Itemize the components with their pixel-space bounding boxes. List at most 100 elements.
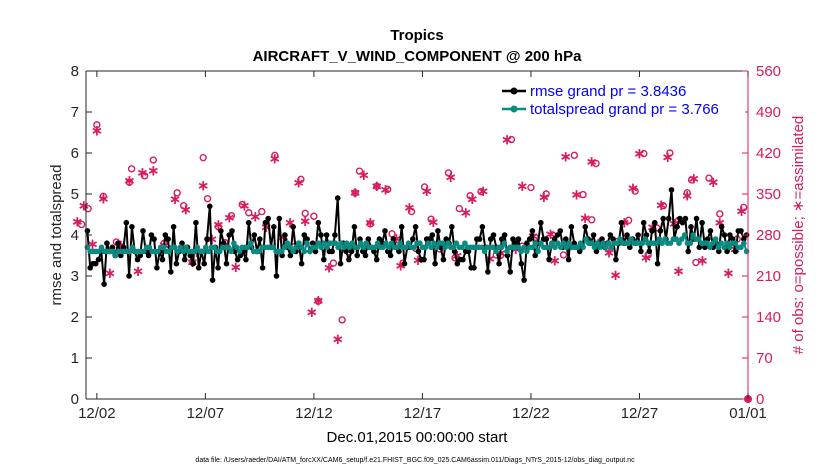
- obs-possible-point: [238, 200, 246, 209]
- rmse-point: [538, 219, 544, 226]
- totalspread-point: [146, 244, 153, 251]
- totalspread-point: [380, 244, 387, 251]
- obs-possible-point: [301, 209, 309, 218]
- totalspread-point: [743, 248, 750, 255]
- totalspread-point: [504, 248, 510, 255]
- totalspread-point: [346, 244, 353, 251]
- x-tick-label: 12/12: [295, 405, 333, 422]
- totalspread-point: [498, 244, 505, 251]
- totalspread-point: [191, 248, 198, 255]
- obs-possible-point: [314, 297, 322, 305]
- rmse-point: [707, 228, 714, 234]
- obs-possible-point: [310, 212, 318, 220]
- rmse-point: [682, 215, 689, 222]
- totalspread-point: [524, 248, 530, 255]
- totalspread-point: [405, 240, 412, 246]
- obs-possible-point: [420, 183, 429, 191]
- obs-assimilated-point: ∗: [672, 262, 685, 280]
- totalspread-point: [687, 240, 694, 246]
- obs-possible-point: [245, 209, 253, 217]
- rmse-point: [126, 273, 132, 279]
- rmse-point: [273, 273, 280, 279]
- totalspread-point: [501, 240, 508, 246]
- x-tick-label: 12/07: [187, 405, 225, 422]
- obs-possible-point: [77, 220, 86, 229]
- obs-possible-point: [559, 251, 568, 259]
- totalspread-point: [338, 240, 344, 246]
- rmse-point: [287, 252, 294, 259]
- obs-assimilated-point: ∗: [312, 291, 325, 309]
- obs-assimilated-point: ∗: [292, 174, 305, 192]
- rmse-point: [685, 248, 691, 255]
- obs-assimilated-point: ∗: [91, 122, 104, 140]
- totalspread-point: [738, 244, 744, 251]
- totalspread-point: [205, 248, 212, 255]
- rmse-point: [398, 224, 405, 230]
- rmse-point: [165, 236, 171, 242]
- rmse-point: [410, 236, 416, 242]
- obs-assimilated-point: ∗: [403, 198, 416, 216]
- rmse-point: [646, 248, 653, 255]
- rmse-point: [657, 228, 664, 234]
- obs-assimilated-point: ∗: [687, 170, 700, 188]
- rmse-point: [218, 228, 224, 234]
- rmse-point: [724, 248, 730, 255]
- chart-subtitle: AIRCRAFT_V_WIND_COMPONENT @ 200 hPa: [253, 48, 583, 65]
- totalspread-point: [321, 240, 327, 246]
- totalspread-point: [518, 248, 524, 255]
- rmse-point: [168, 269, 174, 275]
- totalspread-point: [580, 244, 586, 251]
- totalspread-point: [462, 240, 468, 246]
- obs-possible-point: [173, 189, 181, 197]
- totalspread-point: [560, 240, 567, 246]
- totalspread-point: [453, 240, 460, 246]
- rmse-point: [679, 219, 686, 226]
- obs-assimilated-point: ∗: [229, 258, 242, 276]
- obs-assimilated-point: ∗: [136, 164, 149, 182]
- rmse-point: [154, 265, 160, 271]
- totalspread-point: [225, 244, 232, 251]
- rmse-point: [435, 228, 441, 234]
- totalspread-point: [110, 248, 116, 255]
- obs-assimilated-point: ∗: [71, 212, 84, 230]
- rmse-point: [618, 219, 625, 226]
- obs-possible-point: [84, 204, 92, 213]
- totalspread-point: [600, 240, 606, 246]
- rmse-point: [276, 215, 283, 222]
- rmse-point: [170, 224, 177, 230]
- totalspread-point: [529, 244, 536, 251]
- totalspread-point: [417, 240, 423, 246]
- rmse-point: [660, 215, 666, 222]
- y-tick-label-left: 1: [71, 350, 79, 367]
- obs-assimilated-point: ∗: [501, 130, 514, 148]
- totalspread-point: [481, 248, 488, 255]
- totalspread-point: [290, 248, 296, 255]
- totalspread-point: [715, 244, 722, 251]
- totalspread-point: [673, 236, 679, 242]
- obs-assimilated-point: ∗: [331, 330, 344, 348]
- rmse-point: [624, 232, 630, 238]
- rmse-point: [732, 248, 739, 255]
- totalspread-point: [217, 248, 223, 255]
- totalspread-point: [304, 240, 310, 246]
- obs-assimilated-point: ∗: [147, 161, 160, 179]
- totalspread-point: [583, 236, 589, 242]
- obs-possible-point: [297, 175, 305, 184]
- rmse-point: [101, 281, 107, 288]
- totalspread-point: [549, 240, 555, 246]
- obs-possible-point: [705, 174, 713, 182]
- totalspread-point: [602, 244, 609, 251]
- totalspread-point: [270, 244, 277, 251]
- rmse-point: [582, 224, 589, 230]
- obs-assimilated-point: ∗: [269, 150, 282, 168]
- x-tick-label: 01/01: [729, 405, 767, 422]
- totalspread-point: [315, 240, 322, 246]
- obs-possible-point: [373, 182, 381, 191]
- totalspread-point: [538, 240, 544, 246]
- rmse-point: [652, 219, 658, 226]
- rmse-point: [454, 260, 461, 267]
- y-tick-label-right: 210: [756, 268, 781, 285]
- rmse-point: [104, 240, 110, 246]
- obs-possible-point: [542, 190, 550, 198]
- rmse-point: [209, 277, 216, 283]
